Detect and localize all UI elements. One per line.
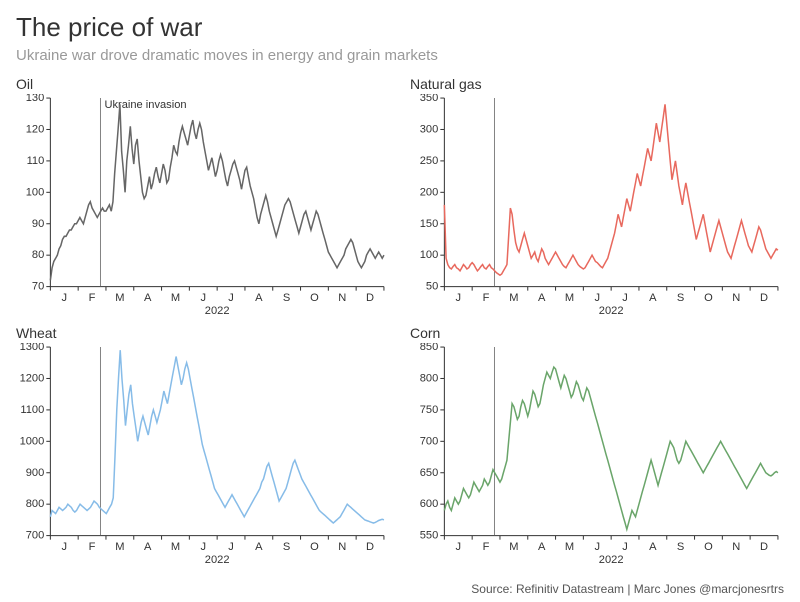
- svg-text:F: F: [89, 292, 96, 304]
- svg-text:1200: 1200: [20, 373, 45, 385]
- svg-text:J: J: [622, 292, 628, 304]
- svg-text:100: 100: [420, 249, 439, 261]
- svg-text:50: 50: [426, 281, 438, 293]
- svg-text:S: S: [677, 292, 684, 304]
- panel-title-corn: Corn: [410, 325, 784, 341]
- svg-text:A: A: [649, 292, 657, 304]
- svg-text:J: J: [228, 292, 234, 304]
- svg-text:M: M: [509, 541, 518, 553]
- svg-text:O: O: [310, 292, 319, 304]
- svg-text:M: M: [115, 292, 124, 304]
- svg-text:J: J: [228, 541, 234, 553]
- svg-text:1000: 1000: [20, 435, 45, 447]
- svg-text:M: M: [565, 541, 574, 553]
- svg-text:1300: 1300: [20, 343, 45, 353]
- svg-text:O: O: [704, 292, 713, 304]
- svg-text:F: F: [483, 541, 490, 553]
- svg-text:N: N: [338, 292, 346, 304]
- panel-oil: Oil 70 80 90 100 110 120 130 J F M A M J J A S O N D 2022 Uk…: [16, 76, 390, 317]
- svg-text:900: 900: [26, 467, 45, 479]
- svg-text:2022: 2022: [205, 305, 230, 317]
- svg-text:D: D: [366, 292, 374, 304]
- svg-text:150: 150: [420, 218, 439, 230]
- svg-text:J: J: [200, 292, 206, 304]
- svg-text:550: 550: [420, 530, 439, 542]
- chart-oil: 70 80 90 100 110 120 130 J F M A M J J A S O N D 2022 Ukrain…: [16, 94, 390, 317]
- svg-text:70: 70: [32, 281, 44, 293]
- svg-text:80: 80: [32, 249, 44, 261]
- svg-text:130: 130: [26, 94, 45, 104]
- svg-text:200: 200: [420, 186, 439, 198]
- svg-text:300: 300: [420, 124, 439, 136]
- svg-text:2022: 2022: [599, 305, 624, 317]
- svg-text:N: N: [732, 541, 740, 553]
- svg-text:J: J: [594, 541, 600, 553]
- svg-text:D: D: [760, 541, 768, 553]
- svg-text:J: J: [455, 541, 461, 553]
- source-attribution: Source: Refinitiv Datastream | Marc Jone…: [471, 582, 784, 596]
- svg-text:A: A: [144, 541, 152, 553]
- svg-text:2022: 2022: [599, 554, 624, 566]
- chart-natgas: 50 100 150 200 250 300 350 J F M A M J J A S O N D 2022: [410, 94, 784, 317]
- svg-text:2022: 2022: [205, 554, 230, 566]
- svg-text:M: M: [509, 292, 518, 304]
- svg-text:J: J: [622, 541, 628, 553]
- svg-text:S: S: [677, 541, 684, 553]
- svg-text:M: M: [171, 292, 180, 304]
- panel-corn: Corn 550 600 650 700 750 800 850 J F M A M J J A S O N D 20…: [410, 325, 784, 566]
- svg-text:650: 650: [420, 467, 439, 479]
- svg-text:F: F: [483, 292, 490, 304]
- chart-corn: 550 600 650 700 750 800 850 J F M A M J J A S O N D 2022: [410, 343, 784, 566]
- svg-text:110: 110: [27, 155, 45, 167]
- svg-text:700: 700: [420, 435, 439, 447]
- panel-title-oil: Oil: [16, 76, 390, 92]
- svg-text:D: D: [366, 541, 374, 553]
- svg-text:J: J: [61, 541, 67, 553]
- panel-title-wheat: Wheat: [16, 325, 390, 341]
- svg-text:O: O: [704, 541, 713, 553]
- svg-text:850: 850: [420, 343, 439, 353]
- panel-wheat: Wheat 700 800 900 1000 1100 1200 1300 J F M A M J J A S…: [16, 325, 390, 566]
- svg-text:A: A: [255, 541, 263, 553]
- svg-text:N: N: [732, 292, 740, 304]
- svg-text:A: A: [144, 292, 152, 304]
- svg-text:700: 700: [26, 530, 45, 542]
- panel-natgas: Natural gas 50 100 150 200 250 300 350 J F M A M J J A…: [410, 76, 784, 317]
- svg-text:F: F: [89, 541, 96, 553]
- svg-text:250: 250: [420, 155, 439, 167]
- svg-text:800: 800: [420, 373, 439, 385]
- svg-text:J: J: [61, 292, 67, 304]
- svg-text:J: J: [594, 292, 600, 304]
- svg-text:350: 350: [420, 94, 439, 104]
- svg-text:S: S: [283, 541, 290, 553]
- svg-text:A: A: [255, 292, 263, 304]
- svg-text:M: M: [565, 292, 574, 304]
- svg-text:1100: 1100: [20, 404, 44, 416]
- svg-text:600: 600: [420, 498, 439, 510]
- svg-text:J: J: [455, 292, 461, 304]
- svg-text:M: M: [115, 541, 124, 553]
- svg-text:Ukraine invasion: Ukraine invasion: [104, 99, 186, 111]
- chart-title: The price of war: [16, 12, 784, 43]
- svg-text:J: J: [200, 541, 206, 553]
- panel-grid: Oil 70 80 90 100 110 120 130 J F M A M J J A S O N D 2022 Uk…: [16, 76, 784, 566]
- panel-title-natgas: Natural gas: [410, 76, 784, 92]
- svg-text:A: A: [538, 541, 546, 553]
- svg-text:O: O: [310, 541, 319, 553]
- chart-wheat: 700 800 900 1000 1100 1200 1300 J F M A M J J A S O N D 202…: [16, 343, 390, 566]
- svg-text:120: 120: [26, 124, 45, 136]
- svg-text:90: 90: [32, 218, 44, 230]
- svg-text:S: S: [283, 292, 290, 304]
- svg-text:A: A: [538, 292, 546, 304]
- svg-text:N: N: [338, 541, 346, 553]
- svg-text:D: D: [760, 292, 768, 304]
- svg-text:100: 100: [26, 186, 45, 198]
- svg-text:M: M: [171, 541, 180, 553]
- svg-text:800: 800: [26, 498, 45, 510]
- svg-text:A: A: [649, 541, 657, 553]
- svg-text:750: 750: [420, 404, 439, 416]
- chart-subtitle: Ukraine war drove dramatic moves in ener…: [16, 47, 784, 64]
